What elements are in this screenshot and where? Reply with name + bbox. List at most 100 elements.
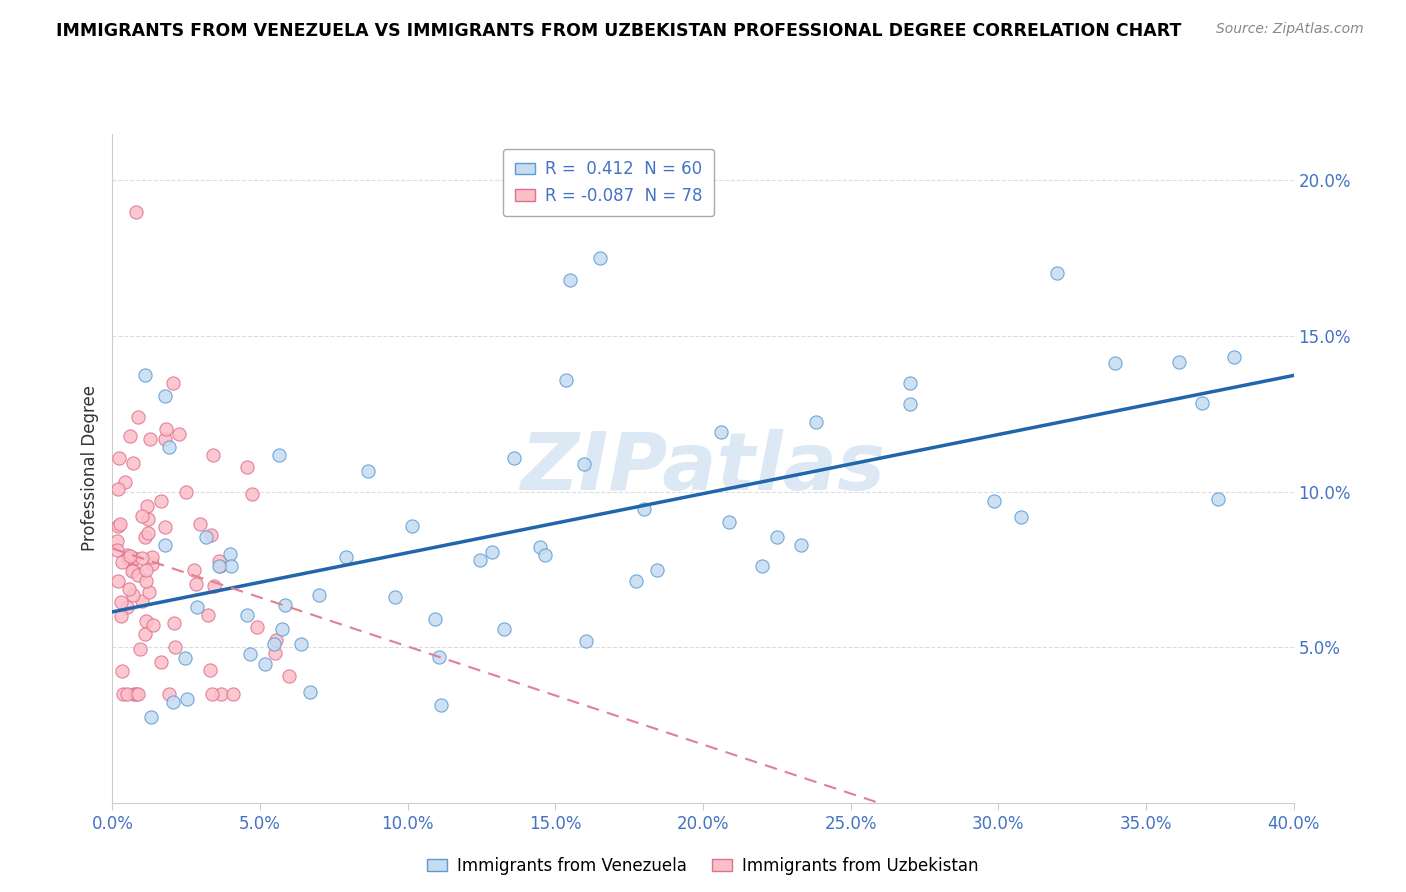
Point: [117, 687, 138, 701]
Point: [153, 538, 176, 552]
Point: [136, 511, 159, 525]
Point: [127, 567, 149, 582]
Point: [278, 669, 301, 683]
Point: [201, 448, 224, 462]
Point: [108, 517, 131, 532]
Point: [134, 368, 156, 383]
Point: [120, 549, 142, 563]
Point: [131, 594, 153, 608]
Text: IMMIGRANTS FROM VENEZUELA VS IMMIGRANTS FROM UZBEKISTAN PROFESSIONAL DEGREE CORR: IMMIGRANTS FROM VENEZUELA VS IMMIGRANTS …: [56, 22, 1181, 40]
Point: [163, 640, 186, 654]
Point: [135, 563, 157, 577]
Point: [110, 595, 132, 609]
Point: [115, 599, 138, 614]
Point: [174, 651, 197, 665]
Point: [429, 649, 451, 664]
Point: [572, 458, 595, 472]
Point: [118, 582, 141, 596]
Point: [429, 698, 451, 713]
Point: [202, 579, 225, 593]
Point: [335, 550, 357, 565]
Point: [197, 608, 219, 623]
Point: [122, 588, 145, 602]
Point: [468, 552, 491, 566]
Point: [105, 542, 128, 557]
Point: [194, 530, 217, 544]
Point: [136, 525, 159, 540]
Point: [134, 627, 156, 641]
Point: [157, 441, 180, 455]
Point: [114, 475, 136, 490]
Point: [162, 695, 184, 709]
Point: [575, 634, 598, 648]
Point: [1223, 350, 1246, 364]
Point: [401, 519, 423, 533]
Point: [357, 463, 380, 477]
Point: [125, 687, 148, 701]
Point: [790, 538, 813, 552]
Point: [209, 687, 232, 701]
Point: [200, 528, 222, 542]
Point: [219, 547, 242, 561]
Point: [588, 252, 610, 266]
Point: [208, 558, 231, 573]
Point: [142, 618, 165, 632]
Point: [107, 519, 129, 533]
Point: [239, 648, 262, 662]
Point: [135, 615, 157, 629]
Point: [183, 564, 205, 578]
Point: [108, 451, 131, 466]
Point: [111, 664, 134, 678]
Point: [117, 550, 139, 565]
Point: [502, 450, 524, 465]
Point: [529, 540, 551, 554]
Point: [131, 508, 153, 523]
Point: [983, 494, 1005, 508]
Point: [898, 376, 921, 390]
Point: [125, 204, 148, 219]
Point: [766, 530, 789, 544]
Point: [481, 545, 503, 559]
Point: [208, 554, 231, 568]
Point: [1167, 355, 1189, 369]
Point: [127, 687, 149, 701]
Point: [198, 663, 221, 677]
Point: [186, 599, 208, 614]
Point: [121, 564, 143, 578]
Point: [155, 422, 177, 436]
Point: [149, 494, 172, 508]
Point: [138, 584, 160, 599]
Point: [176, 692, 198, 706]
Point: [107, 574, 129, 588]
Point: [290, 637, 312, 651]
Point: [494, 622, 516, 636]
Point: [1104, 356, 1126, 370]
Point: [624, 574, 647, 588]
Point: [169, 427, 191, 442]
Point: [558, 273, 582, 287]
Point: [246, 620, 269, 634]
Point: [135, 499, 157, 513]
Point: [201, 687, 224, 701]
Point: [153, 520, 176, 534]
Point: [209, 558, 232, 573]
Point: [118, 429, 141, 443]
Point: [751, 559, 773, 574]
Point: [240, 487, 263, 501]
Point: [162, 376, 184, 390]
Point: [804, 415, 827, 429]
Point: [263, 636, 285, 650]
Point: [157, 687, 180, 701]
Point: [710, 425, 733, 440]
Point: [107, 534, 129, 549]
Point: [271, 622, 294, 636]
Point: [384, 590, 406, 604]
Point: [264, 646, 287, 660]
Point: [222, 687, 245, 701]
Point: [150, 656, 173, 670]
Point: [153, 389, 176, 403]
Point: [107, 482, 129, 496]
Point: [1208, 491, 1230, 506]
Point: [235, 608, 257, 623]
Point: [423, 612, 446, 626]
